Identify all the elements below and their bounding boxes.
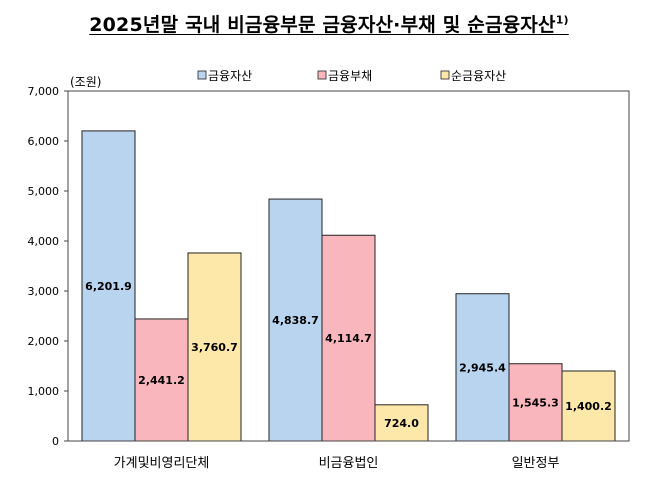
chart-title: 2025년말 국내 비금융부문 금융자산·부채 및 순금융자산1) xyxy=(89,14,569,36)
x-axis: 가계및비영리단체 비금융법인 일반정부 xyxy=(114,456,560,471)
x-category-label: 일반정부 xyxy=(512,456,560,471)
bar-value-label: 1,545.3 xyxy=(512,396,559,409)
bar xyxy=(561,370,616,442)
y-tick-label: 4,000 xyxy=(28,235,60,248)
y-tick-label: 0 xyxy=(52,435,59,448)
chart-title-container: 2025년말 국내 비금융부문 금융자산·부채 및 순금융자산1) xyxy=(0,10,658,37)
bar-value-label: 6,201.9 xyxy=(85,280,132,293)
y-tick-label: 6,000 xyxy=(28,135,60,148)
bar-value-label: 3,760.7 xyxy=(191,341,238,354)
bar xyxy=(321,234,376,442)
bar-value-label: 4,838.7 xyxy=(272,314,319,327)
legend-label: 금융자산 xyxy=(208,69,252,83)
legend: 금융자산 금융부채 순금융자산 xyxy=(197,69,506,83)
bar-value-label: 724.0 xyxy=(384,417,419,430)
legend-label: 순금융자산 xyxy=(451,69,506,83)
y-tick-label: 3,000 xyxy=(28,285,60,298)
legend-label: 금융부채 xyxy=(328,69,372,83)
plot-frame xyxy=(67,90,630,442)
bar-value-label: 2,441.2 xyxy=(138,374,185,387)
x-category-label: 가계및비영리단체 xyxy=(114,456,210,471)
y-tick-label: 7,000 xyxy=(28,85,60,98)
unit-label: (조원) xyxy=(70,75,101,89)
bar-value-label: 1,400.2 xyxy=(565,400,612,413)
bar-value-label: 2,945.4 xyxy=(459,361,506,374)
bar-value-label: 4,114.7 xyxy=(325,332,372,345)
bar xyxy=(268,198,323,442)
legend-swatch xyxy=(197,70,207,80)
y-tick-label: 2,000 xyxy=(28,335,60,348)
bar xyxy=(81,130,136,442)
x-category-label: 비금융법인 xyxy=(319,456,379,471)
bar xyxy=(374,404,429,442)
y-tick-label: 1,000 xyxy=(28,385,60,398)
chart-title-footnote: 1) xyxy=(555,13,569,27)
y-axis: 0 1,000 2,000 3,000 4,000 5,000 6,000 7,000 xyxy=(28,85,68,448)
legend-swatch xyxy=(317,70,327,80)
chart-title-text: 2025년말 국내 비금융부문 금융자산·부채 및 순금융자산 xyxy=(89,14,556,36)
bars: 6,201.9 2,441.2 3,760.7 4,838.7 4,114.7 724.0… xyxy=(81,130,616,442)
bar xyxy=(134,318,189,442)
y-tick-label: 5,000 xyxy=(28,185,60,198)
bar xyxy=(187,252,242,442)
legend-swatch xyxy=(440,70,450,80)
